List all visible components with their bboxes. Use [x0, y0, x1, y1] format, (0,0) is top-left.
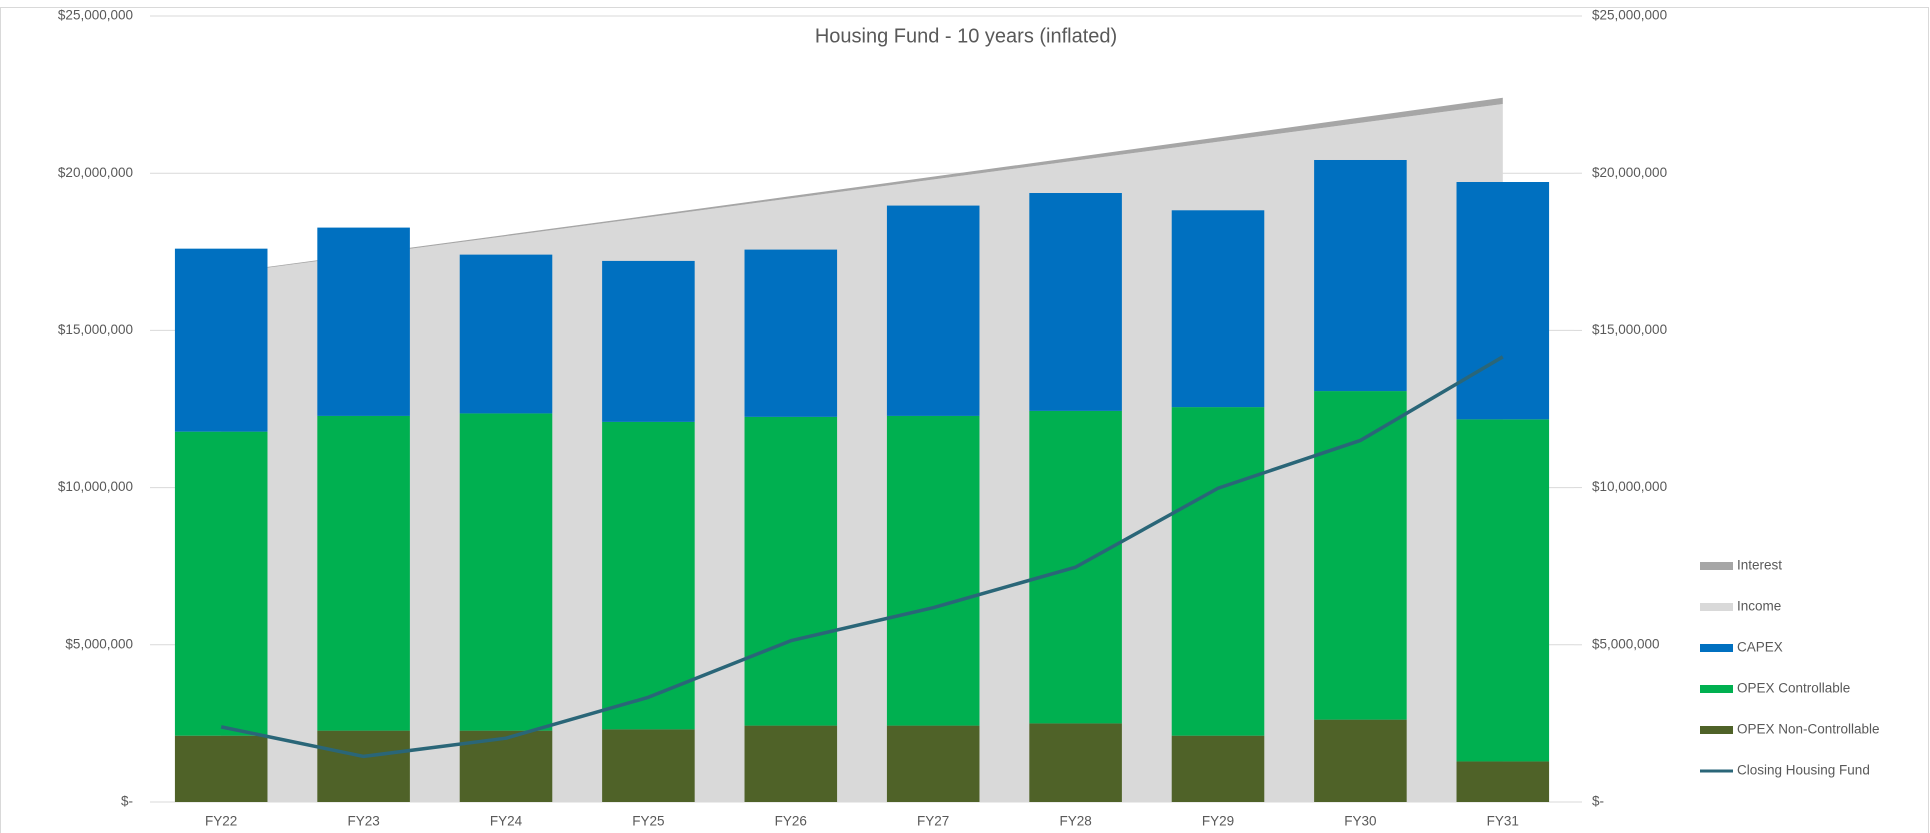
- y2-tick-label: $5,000,000: [1592, 636, 1660, 651]
- y2-tick-label: $20,000,000: [1592, 165, 1667, 180]
- legend-label: Interest: [1737, 558, 1782, 573]
- bar: [744, 725, 838, 802]
- x-tick-label: FY27: [917, 814, 949, 829]
- bar: [1314, 719, 1407, 802]
- y2-tick-label: $10,000,000: [1592, 479, 1667, 494]
- y2-tick-label: $-: [1592, 794, 1604, 809]
- y-tick-label: $-: [121, 794, 133, 809]
- x-tick-label: FY23: [347, 814, 379, 829]
- legend-label: Closing Housing Fund: [1737, 763, 1870, 778]
- y2-tick-label: $25,000,000: [1592, 8, 1667, 23]
- x-tick-label: FY28: [1059, 814, 1091, 829]
- x-tick-label: FY29: [1202, 814, 1234, 829]
- bar: [1456, 761, 1550, 802]
- bar: [886, 725, 980, 802]
- bar: [1029, 193, 1122, 411]
- bar: [602, 260, 695, 422]
- x-tick-label: FY24: [490, 814, 523, 829]
- x-tick-label: FY22: [205, 814, 237, 829]
- x-tick-label: FY25: [632, 814, 664, 829]
- bar: [317, 227, 410, 416]
- legend-swatch: [1700, 603, 1733, 611]
- bar: [174, 735, 268, 802]
- y-tick-label: $15,000,000: [58, 322, 133, 337]
- bar: [459, 254, 553, 414]
- bar: [174, 431, 268, 736]
- legend-label: OPEX Controllable: [1737, 681, 1850, 696]
- legend-swatch: [1700, 685, 1733, 693]
- line: [220, 355, 1504, 759]
- bar: [602, 421, 695, 730]
- x-tick-label: FY31: [1487, 814, 1519, 829]
- y-tick-label: $20,000,000: [58, 165, 133, 180]
- legend-label: CAPEX: [1737, 640, 1783, 655]
- bar: [602, 729, 695, 802]
- bar: [744, 416, 838, 726]
- legend-swatch: [1700, 644, 1733, 652]
- bar: [1456, 182, 1550, 420]
- legend-swatch: [1700, 562, 1733, 570]
- y-tick-label: $5,000,000: [65, 636, 133, 651]
- bar: [1029, 723, 1122, 802]
- bar: [886, 205, 980, 416]
- bar: [1456, 419, 1550, 762]
- y-tick-label: $10,000,000: [58, 479, 133, 494]
- bar: [174, 248, 268, 432]
- bar: [886, 415, 980, 726]
- bar: [744, 249, 838, 417]
- bar: [317, 415, 410, 731]
- x-tick-label: FY30: [1344, 814, 1376, 829]
- chart-title: Housing Fund - 10 years (inflated): [815, 25, 1117, 47]
- x-tick-label: FY26: [775, 814, 807, 829]
- legend-swatch: [1700, 726, 1733, 734]
- bar: [459, 413, 553, 731]
- bar: [1314, 391, 1407, 720]
- y2-tick-label: $15,000,000: [1592, 322, 1667, 337]
- bar: [1171, 735, 1265, 802]
- legend-label: Income: [1737, 599, 1781, 614]
- bar: [1171, 210, 1265, 408]
- bar: [1171, 407, 1265, 736]
- bar: [1314, 159, 1407, 392]
- legend-label: OPEX Non-Controllable: [1737, 722, 1880, 737]
- y-tick-label: $25,000,000: [58, 8, 133, 23]
- bar: [317, 730, 410, 802]
